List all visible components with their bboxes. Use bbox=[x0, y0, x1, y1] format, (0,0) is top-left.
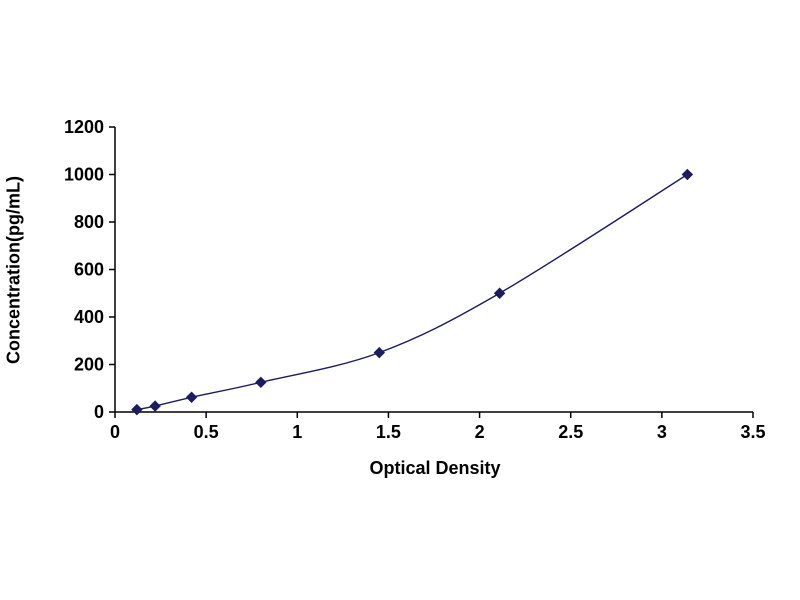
y-tick-label: 600 bbox=[74, 260, 104, 280]
y-axis-title: Concentration(pg/mL) bbox=[3, 176, 24, 364]
x-tick-label: 2 bbox=[475, 422, 485, 442]
x-tick-label: 2.5 bbox=[558, 422, 583, 442]
y-tick-label: 1000 bbox=[64, 165, 104, 185]
y-tick-label: 1200 bbox=[64, 117, 104, 137]
data-point-marker bbox=[131, 403, 143, 416]
x-tick-label: 1 bbox=[292, 422, 302, 442]
x-tick-label: 0 bbox=[110, 422, 120, 442]
data-point-marker bbox=[681, 168, 694, 181]
data-point-marker bbox=[255, 376, 267, 389]
x-tick-label: 0.5 bbox=[194, 422, 219, 442]
series-line bbox=[136, 173, 688, 411]
x-tick-label: 1.5 bbox=[376, 422, 401, 442]
data-point-marker bbox=[149, 400, 161, 412]
x-tick-label: 3.5 bbox=[740, 422, 765, 442]
y-tick-label: 400 bbox=[74, 307, 104, 327]
x-tick-label: 3 bbox=[657, 422, 667, 442]
data-point-marker bbox=[373, 346, 386, 359]
y-tick-label: 0 bbox=[94, 402, 104, 422]
y-tick-label: 200 bbox=[74, 355, 104, 375]
data-point-marker bbox=[493, 287, 506, 299]
x-axis-title: Optical Density bbox=[369, 458, 501, 478]
y-tick-label: 800 bbox=[74, 212, 104, 232]
data-point-marker bbox=[185, 391, 198, 403]
